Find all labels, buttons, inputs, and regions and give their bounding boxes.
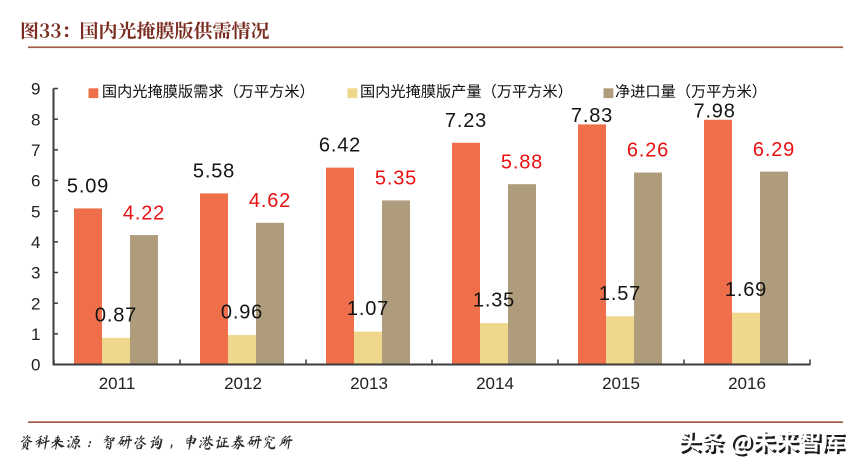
svg-text:4.22: 4.22 bbox=[123, 202, 165, 224]
svg-text:1.69: 1.69 bbox=[725, 279, 767, 301]
svg-text:2011: 2011 bbox=[99, 374, 136, 393]
svg-text:2015: 2015 bbox=[602, 374, 640, 393]
svg-text:7.98: 7.98 bbox=[694, 100, 736, 122]
svg-text:2014: 2014 bbox=[476, 374, 514, 393]
svg-text:3: 3 bbox=[31, 264, 40, 283]
svg-text:6.42: 6.42 bbox=[319, 135, 361, 157]
svg-text:0: 0 bbox=[31, 356, 40, 375]
svg-text:2012: 2012 bbox=[224, 374, 262, 393]
svg-text:5.88: 5.88 bbox=[501, 151, 543, 173]
svg-text:6.29: 6.29 bbox=[753, 139, 795, 161]
svg-text:1.35: 1.35 bbox=[473, 290, 515, 312]
svg-text:1: 1 bbox=[31, 325, 40, 344]
svg-text:7.23: 7.23 bbox=[445, 110, 487, 132]
svg-text:8: 8 bbox=[31, 110, 40, 129]
svg-text:0.96: 0.96 bbox=[221, 302, 263, 324]
svg-text:9: 9 bbox=[31, 80, 40, 99]
svg-text:7.83: 7.83 bbox=[571, 105, 613, 127]
svg-text:5.58: 5.58 bbox=[193, 160, 235, 182]
svg-text:1.07: 1.07 bbox=[347, 298, 389, 320]
svg-text:2: 2 bbox=[31, 294, 40, 313]
svg-text:5.09: 5.09 bbox=[67, 175, 109, 197]
svg-text:7: 7 bbox=[31, 141, 40, 160]
svg-text:5.35: 5.35 bbox=[375, 168, 417, 190]
svg-text:5: 5 bbox=[31, 202, 40, 221]
svg-text:4.62: 4.62 bbox=[249, 190, 291, 212]
svg-text:6.26: 6.26 bbox=[627, 140, 669, 162]
svg-text:2013: 2013 bbox=[350, 374, 388, 393]
svg-text:1.57: 1.57 bbox=[599, 283, 641, 305]
svg-text:4: 4 bbox=[31, 233, 40, 252]
svg-text:6: 6 bbox=[31, 172, 40, 191]
svg-text:0.87: 0.87 bbox=[95, 304, 137, 326]
svg-text:2016: 2016 bbox=[728, 374, 766, 393]
